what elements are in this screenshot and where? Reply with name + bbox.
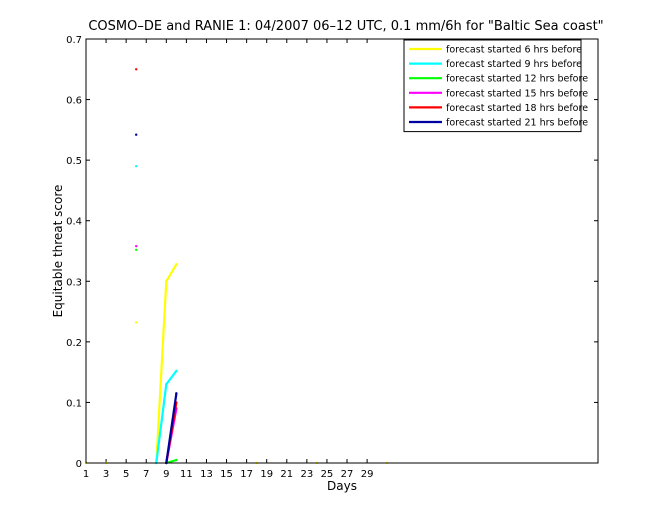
x-tick-label: 17 bbox=[240, 469, 253, 480]
legend-entry: forecast started 21 hrs before bbox=[409, 118, 588, 129]
legend-label: forecast started 9 hrs before bbox=[446, 59, 582, 70]
data-point bbox=[175, 263, 178, 266]
legend-label: forecast started 21 hrs before bbox=[446, 118, 588, 129]
x-tick-label: 11 bbox=[180, 469, 193, 480]
series-line bbox=[165, 393, 178, 464]
x-tick-label: 27 bbox=[341, 469, 354, 480]
x-tick-label: 23 bbox=[300, 469, 313, 480]
x-tick-label: 29 bbox=[361, 469, 374, 480]
legend-box bbox=[403, 39, 582, 133]
data-point bbox=[134, 133, 138, 136]
x-tick-label: 21 bbox=[280, 469, 293, 480]
y-tick-label: 0.2 bbox=[66, 338, 82, 349]
legend-entry: forecast started 15 hrs before bbox=[409, 88, 588, 99]
y-axis-label: Equitable threat score bbox=[51, 185, 65, 318]
x-tick-label: 25 bbox=[321, 469, 334, 480]
legend-label: forecast started 6 hrs before bbox=[446, 45, 582, 56]
legend-label: forecast started 15 hrs before bbox=[446, 88, 588, 99]
legend-entry: forecast started 18 hrs before bbox=[409, 103, 588, 114]
data-point bbox=[134, 248, 138, 251]
legend-entry: forecast started 12 hrs before bbox=[409, 74, 588, 85]
x-tick-label: 7 bbox=[143, 469, 149, 480]
x-tick-label: 1 bbox=[83, 469, 89, 480]
chart-title: COSMO–DE and RANIE 1: 04/2007 06–12 UTC,… bbox=[88, 19, 603, 34]
data-point bbox=[175, 369, 178, 373]
x-tick-label: 19 bbox=[260, 469, 273, 480]
data-point bbox=[175, 458, 178, 462]
legend: forecast started 6 hrs before forecast st… bbox=[403, 39, 588, 133]
x-tick-label: 15 bbox=[220, 469, 233, 480]
x-tick-label: 9 bbox=[163, 469, 169, 480]
legend-entry: forecast started 6 hrs before bbox=[409, 45, 582, 56]
plot-area-series bbox=[84, 68, 389, 465]
data-point bbox=[134, 321, 138, 324]
data-point bbox=[175, 392, 178, 395]
data-point bbox=[165, 280, 168, 283]
data-point bbox=[134, 244, 138, 248]
series-6 bbox=[134, 133, 178, 465]
y-tick-label: 0.4 bbox=[66, 217, 82, 228]
data-point bbox=[165, 383, 168, 386]
legend-label: forecast started 18 hrs before bbox=[446, 103, 588, 114]
data-point bbox=[134, 68, 138, 71]
y-tick-label: 0 bbox=[76, 459, 82, 470]
axes-box bbox=[85, 38, 599, 464]
x-tick-label: 5 bbox=[123, 469, 129, 480]
y-tick-label: 0.6 bbox=[66, 96, 82, 107]
series-2 bbox=[134, 165, 178, 465]
legend-entry: forecast started 9 hrs before bbox=[409, 59, 582, 70]
legend-label: forecast started 12 hrs before bbox=[446, 74, 588, 85]
y-tick-label: 0.5 bbox=[66, 156, 82, 167]
x-axis-label: Days bbox=[327, 479, 357, 493]
y-tick-label: 0.1 bbox=[66, 398, 82, 409]
y-tick-label: 0.7 bbox=[66, 35, 82, 46]
y-tick-label: 0.3 bbox=[66, 277, 82, 288]
x-tick-label: 13 bbox=[200, 469, 213, 480]
data-point bbox=[134, 165, 138, 168]
x-tick-label: 3 bbox=[103, 469, 109, 480]
